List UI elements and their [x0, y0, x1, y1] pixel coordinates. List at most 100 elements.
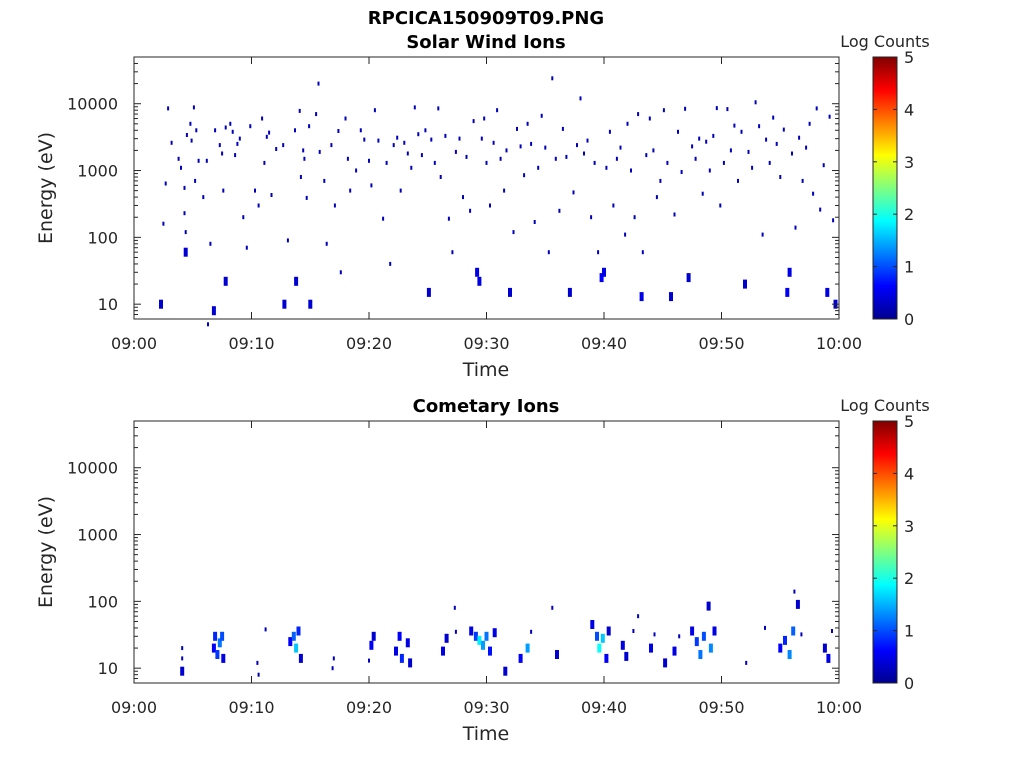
data-cell: [298, 653, 303, 663]
data-cell: [377, 138, 380, 143]
data-cell: [238, 136, 241, 141]
data-cell: [765, 137, 768, 142]
data-cell: [441, 646, 445, 656]
data-cell: [197, 158, 200, 163]
data-cell: [236, 141, 239, 146]
data-cell: [772, 115, 775, 120]
data-cell: [701, 191, 704, 196]
data-cell: [787, 650, 792, 659]
data-cell: [768, 160, 771, 165]
data-cell: [349, 188, 352, 193]
data-cell: [558, 208, 561, 213]
data-cell: [698, 136, 701, 141]
data-cell: [282, 143, 285, 148]
data-cell: [775, 141, 778, 146]
data-cell: [180, 666, 185, 676]
x-tick-label: 09:10: [228, 698, 274, 717]
data-cell: [701, 631, 706, 641]
data-cell: [214, 128, 217, 133]
data-cell: [333, 203, 336, 208]
data-cell: [481, 640, 485, 650]
data-cell: [305, 195, 308, 200]
data-cell: [318, 149, 321, 154]
data-cell: [686, 273, 691, 283]
data-cell: [245, 245, 248, 250]
data-cell: [764, 625, 766, 630]
x-tick-label: 10:00: [816, 698, 862, 717]
data-cell: [396, 135, 399, 140]
data-cell: [205, 158, 208, 163]
data-cell: [268, 130, 271, 135]
data-cell: [462, 195, 464, 200]
colorbar-ticks: 0 1 2 3 4 5: [873, 48, 914, 329]
data-cell: [369, 640, 374, 650]
data-cell: [561, 126, 564, 131]
data-cell: [602, 267, 606, 277]
data-cell: [477, 635, 482, 645]
x-tick-label: 10:00: [816, 334, 862, 353]
colorbar-tick-label: 2: [904, 205, 914, 224]
data-cell: [192, 105, 195, 110]
data-cell: [294, 643, 299, 653]
data-cell: [424, 128, 427, 133]
y-tick-label: 1000: [77, 526, 118, 545]
data-cell: [382, 216, 385, 221]
data-cell: [294, 276, 299, 286]
data-cell: [694, 637, 699, 647]
data-cell: [608, 129, 611, 134]
data-cell: [822, 643, 827, 653]
data-cell: [332, 656, 335, 661]
data-cell: [698, 650, 703, 659]
data-cell: [480, 136, 483, 141]
data-cell: [606, 626, 611, 636]
data-cell: [257, 672, 260, 677]
data-cell: [595, 631, 599, 641]
data-cell: [787, 267, 792, 277]
x-axis: 09:00 09:10 09:20 09:30 09:40 09:50 10:00: [111, 421, 862, 717]
data-cell: [231, 129, 234, 134]
data-cell: [397, 631, 402, 641]
data-cell: [740, 129, 743, 134]
data-cell: [224, 125, 227, 130]
data-cell: [346, 156, 349, 161]
data-cell: [164, 181, 167, 186]
data-cell: [530, 141, 533, 146]
colorbar-gradient: [872, 420, 898, 684]
data-cell: [579, 96, 582, 101]
data-cell: [800, 632, 803, 637]
data-cell: [302, 148, 305, 153]
data-cell: [344, 116, 347, 121]
data-cell: [637, 112, 640, 117]
data-cell: [551, 605, 554, 610]
colorbar-ticks: 0 1 2 3 4 5: [873, 412, 914, 693]
data-cell: [475, 267, 480, 277]
data-cell: [330, 143, 333, 148]
data-cell: [202, 195, 205, 200]
colorbar-tick-label: 2: [904, 569, 914, 588]
data-cell: [599, 273, 604, 283]
data-cell: [337, 129, 340, 133]
data-cell: [385, 160, 388, 165]
data-cell: [162, 221, 165, 226]
data-cell: [726, 107, 729, 112]
colorbar-label: Log Counts: [840, 32, 930, 51]
data-cell: [399, 653, 404, 663]
data-cell: [257, 203, 260, 208]
data-cell: [417, 132, 420, 137]
data-cell: [405, 638, 410, 648]
y-tick-label: 10000: [67, 459, 118, 478]
x-tick-label: 09:00: [111, 334, 157, 353]
data-cell: [453, 605, 456, 610]
data-cell: [715, 106, 718, 111]
data-cell: [265, 134, 268, 139]
data-cell: [503, 188, 506, 193]
colorbar-tick-label: 0: [904, 310, 914, 329]
data-cell: [189, 121, 192, 126]
data-cell: [751, 165, 754, 170]
data-cell: [359, 128, 362, 133]
data-cell: [294, 128, 296, 133]
data-cell: [630, 168, 632, 173]
colorbar-tick-label: 5: [904, 48, 914, 67]
data-cell: [389, 261, 392, 266]
